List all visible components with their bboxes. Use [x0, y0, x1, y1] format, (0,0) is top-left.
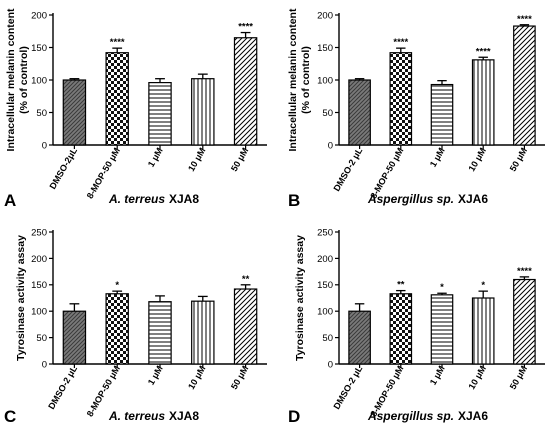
- bar-1: [348, 310, 371, 365]
- y-tick-label: 250: [31, 227, 47, 238]
- y-tick-label: 200: [317, 10, 333, 21]
- bar-2: [389, 52, 413, 146]
- bar-3: [148, 301, 172, 365]
- bar-4: [191, 78, 215, 146]
- bar-3: [430, 294, 454, 365]
- y-tick-label: 50: [322, 333, 333, 344]
- bar-2: [105, 52, 129, 146]
- y-tick-label: 100: [317, 75, 333, 86]
- y-tick-label: 150: [31, 43, 47, 54]
- y-tick-label: 100: [317, 307, 333, 318]
- significance-label: ****: [110, 37, 125, 48]
- y-tick-label: 150: [317, 43, 333, 54]
- bar-4: [471, 297, 495, 365]
- category-label: DMSO-2μL: [47, 146, 79, 191]
- y-tick-label: 0: [42, 140, 47, 151]
- caption-strain: XJA8: [169, 192, 199, 206]
- significance-label: ****: [476, 46, 491, 57]
- y-tick-label: 150: [31, 280, 47, 291]
- y-tick-label: 100: [31, 307, 47, 318]
- panel-b-chart: 0 50 100 150 200 Intracellular melanin conten…: [287, 8, 545, 210]
- bar-5: [513, 278, 536, 365]
- y-tick-label: 250: [317, 227, 333, 238]
- y-axis-label: Intracellular melanin content: [287, 8, 299, 151]
- category-label: 1 μM: [146, 146, 165, 169]
- bar-1: [348, 79, 371, 146]
- category-label: DMSO-2 μL: [331, 364, 364, 411]
- category-label: 50 μM: [229, 146, 250, 173]
- bar-4: [191, 300, 215, 365]
- panel-a-chart: 0 50 100 150 200 Intracellular melanin conten…: [4, 8, 267, 210]
- bar-1: [62, 79, 87, 146]
- panel-letter: A: [4, 191, 16, 210]
- y-axis-label: Intracellular melanin content: [5, 8, 17, 151]
- bar-5: [233, 288, 258, 365]
- category-label: DMSO-2 μL: [331, 146, 364, 193]
- category-label: 1 μM: [146, 364, 165, 387]
- y-axis-label: Tyrosinase activity assay: [15, 235, 27, 361]
- caption-strain: XJA6: [458, 192, 488, 206]
- panel-letter: C: [4, 407, 16, 426]
- category-label: 10 μM: [186, 146, 207, 173]
- significance-label: *: [440, 282, 444, 293]
- y-tick-label: 50: [36, 333, 47, 344]
- significance-label: **: [242, 274, 250, 285]
- significance-label: *: [481, 280, 485, 291]
- y-tick-label: 0: [328, 359, 333, 370]
- panel-letter: D: [288, 407, 300, 426]
- panel-caption: A. terreus XJA8: [108, 192, 199, 206]
- caption-strain: XJA6: [458, 409, 488, 423]
- category-label: 50 μM: [229, 364, 250, 391]
- y-tick-label: 200: [31, 254, 47, 265]
- bar-5: [513, 25, 536, 146]
- y-axis-label: (% of control): [18, 46, 30, 114]
- panel-letter: B: [288, 191, 300, 210]
- caption-species: A. terreus: [108, 192, 165, 206]
- panel-c-chart: 0 50 100 150 200 250 Tyrosinase activity assay…: [4, 227, 267, 426]
- significance-label: *: [115, 280, 119, 291]
- category-label: 10 μM: [467, 364, 488, 391]
- panel-caption: Aspergillus sp. XJA6: [367, 409, 488, 423]
- y-axis-label: Tyrosinase activity assay: [294, 235, 306, 361]
- bar-3: [148, 81, 172, 146]
- bar-3: [430, 83, 454, 146]
- caption-species: Aspergillus sp.: [367, 192, 454, 206]
- significance-label: **: [397, 280, 405, 291]
- category-label: 50 μM: [508, 364, 529, 391]
- bar-2: [105, 293, 129, 365]
- y-tick-label: 200: [31, 10, 47, 21]
- category-label: 1 μM: [428, 146, 447, 169]
- category-label: 10 μM: [467, 146, 488, 173]
- significance-label: ****: [393, 37, 408, 48]
- significance-label: ****: [238, 22, 253, 33]
- panel-caption: Aspergillus sp. XJA6: [367, 192, 488, 206]
- bar-2: [389, 293, 413, 365]
- bar-5: [233, 37, 258, 146]
- category-label: 10 μM: [186, 364, 207, 391]
- bar-1: [62, 310, 87, 365]
- panel-d-chart: 0 50 100 150 200 250 Tyrosinase activity assay…: [288, 227, 545, 426]
- bar-4: [471, 59, 495, 146]
- caption-species: Aspergillus sp.: [367, 409, 454, 423]
- y-tick-label: 50: [322, 108, 333, 119]
- category-label: DMSO-2 μL: [46, 364, 79, 411]
- caption-strain: XJA8: [169, 409, 199, 423]
- y-tick-label: 200: [317, 254, 333, 265]
- significance-label: ****: [517, 14, 532, 25]
- y-axis-label: (% of control): [300, 46, 312, 114]
- category-label: 50 μM: [508, 146, 529, 173]
- panel-caption: A. terreus XJA8: [108, 409, 199, 423]
- y-tick-label: 150: [317, 280, 333, 291]
- category-label: 1 μM: [428, 364, 447, 387]
- y-tick-label: 50: [36, 108, 47, 119]
- y-tick-label: 100: [31, 75, 47, 86]
- significance-label: ****: [517, 266, 532, 277]
- y-tick-label: 0: [328, 140, 333, 151]
- y-tick-label: 0: [42, 359, 47, 370]
- caption-species: A. terreus: [108, 409, 165, 423]
